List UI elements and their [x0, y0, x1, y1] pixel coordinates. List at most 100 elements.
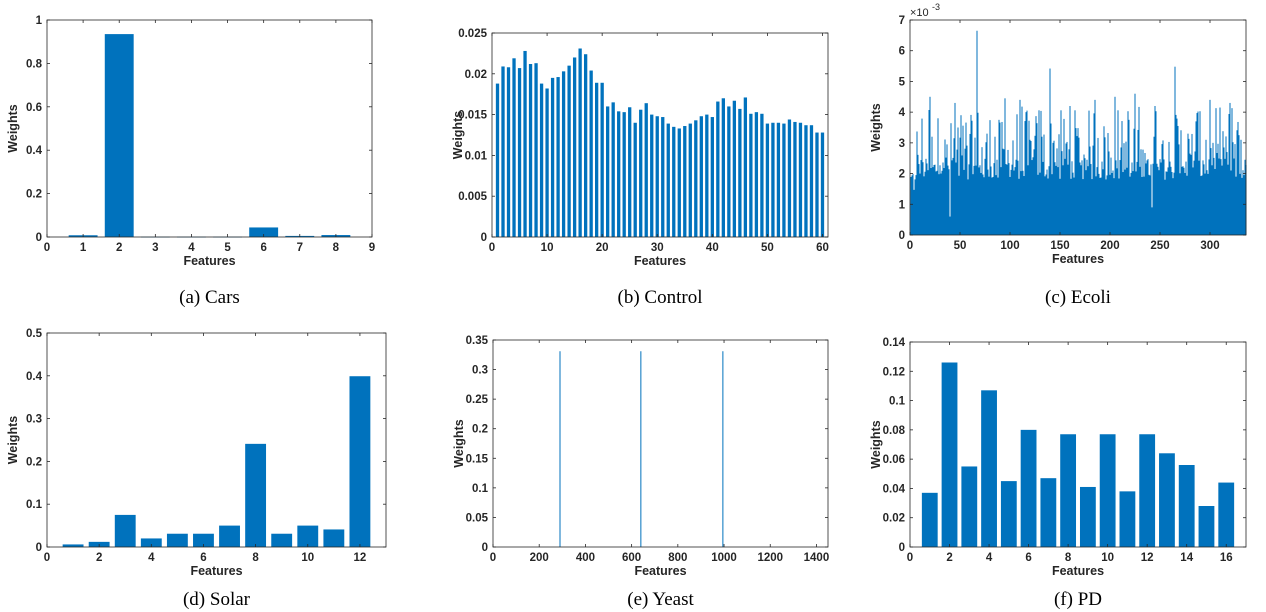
bar — [945, 157, 947, 235]
x-tick-label: 1200 — [757, 552, 783, 564]
x-tick-label: 4 — [148, 552, 155, 564]
bar — [1133, 128, 1135, 235]
bar — [1206, 170, 1208, 235]
chart-1: 0 10 20 30 40 50 60 0 0.005 0.01 0.015 0.02 0.025 Fea… — [451, 28, 829, 308]
x-tick-label: 60 — [816, 242, 829, 254]
y-exponent-label: ×10 — [910, 7, 929, 19]
bar — [1036, 123, 1038, 235]
bar — [1102, 169, 1104, 235]
chart-4: 0 200 400 600 800 1000 1200 1400 0 0.05 0.1 0.15 0.2… — [452, 335, 829, 610]
bar — [166, 533, 188, 547]
bar — [1121, 121, 1123, 235]
bar — [1179, 173, 1181, 235]
x-axis-title: Features — [190, 564, 242, 578]
bar — [948, 169, 950, 235]
bar — [672, 126, 676, 237]
bar — [798, 122, 803, 237]
bar — [1216, 152, 1218, 235]
bar — [1055, 165, 1057, 235]
bar — [1198, 506, 1215, 547]
x-tick-label: 2 — [116, 242, 122, 254]
bar — [1089, 146, 1091, 235]
bar — [1143, 176, 1145, 235]
x-tick-label: 1 — [80, 242, 87, 254]
bar — [1004, 98, 1006, 235]
bar — [993, 163, 995, 235]
bar — [1042, 161, 1044, 235]
bar — [1160, 162, 1162, 235]
y-tick-label: 5 — [899, 76, 906, 88]
x-tick-label: 10 — [541, 242, 554, 254]
bar — [639, 109, 643, 237]
bar — [1221, 165, 1223, 235]
bar — [1185, 161, 1187, 235]
bar — [928, 109, 930, 235]
bar — [219, 525, 240, 547]
bar — [1139, 434, 1156, 547]
bar — [976, 30, 978, 235]
bar — [1105, 179, 1107, 235]
bar — [941, 362, 958, 547]
bar — [977, 112, 979, 235]
bar — [1220, 159, 1222, 235]
bar — [925, 158, 927, 235]
bar — [1176, 118, 1178, 235]
bar — [990, 166, 992, 235]
bar — [1223, 147, 1225, 235]
bar — [992, 176, 994, 235]
bar — [911, 175, 913, 235]
bar — [534, 63, 538, 237]
bar — [1184, 172, 1186, 235]
bar — [965, 122, 967, 235]
bar — [974, 137, 976, 235]
x-tick-label: 8 — [252, 552, 259, 564]
bar — [999, 122, 1001, 235]
axes-box — [46, 19, 373, 238]
bar — [954, 102, 956, 236]
y-tick-label: 0.15 — [466, 453, 489, 465]
bar — [1109, 174, 1111, 235]
bar — [1088, 110, 1090, 235]
bar — [815, 132, 819, 237]
bar — [1090, 164, 1092, 235]
bar — [1035, 116, 1037, 235]
y-tick-label: 0.04 — [883, 483, 906, 495]
y-tick-label: 0.2 — [472, 424, 488, 436]
x-tick-label: 40 — [706, 242, 719, 254]
bar — [1156, 163, 1158, 235]
chart-5: 0 2 4 6 8 10 12 14 16 0 0.02 0.04 0.06 0.08 0.1 0.12 0.1… — [869, 337, 1247, 610]
y-axis-title: Weights — [6, 416, 20, 464]
bar — [622, 112, 626, 237]
bar — [1147, 159, 1149, 235]
bar — [1125, 141, 1127, 235]
bar — [1215, 108, 1217, 235]
y-tick-label: 1 — [36, 15, 43, 27]
x-tick-label: 7 — [297, 242, 303, 254]
bar — [926, 163, 928, 235]
bar — [1012, 140, 1014, 235]
bar — [962, 125, 964, 235]
bar — [743, 97, 748, 238]
bar — [1014, 167, 1016, 235]
bar — [749, 113, 753, 237]
bar — [1051, 174, 1053, 235]
bar — [1170, 166, 1172, 235]
bar — [953, 138, 955, 235]
x-axis-title: Features — [1052, 252, 1104, 266]
bar — [944, 139, 946, 235]
bar — [1120, 147, 1122, 235]
bar — [1173, 172, 1175, 235]
bar — [1141, 176, 1143, 235]
subfigure-caption: (d) Solar — [183, 589, 251, 610]
bar — [975, 165, 977, 235]
bar — [931, 136, 933, 235]
bar — [1048, 166, 1050, 235]
bar — [1019, 99, 1021, 235]
bar — [956, 149, 958, 235]
bar — [1210, 148, 1212, 235]
bar — [1115, 160, 1117, 235]
y-tick-label: 0.1 — [472, 483, 489, 495]
bar — [528, 64, 533, 237]
bar — [1174, 66, 1176, 235]
bar — [1050, 123, 1052, 235]
